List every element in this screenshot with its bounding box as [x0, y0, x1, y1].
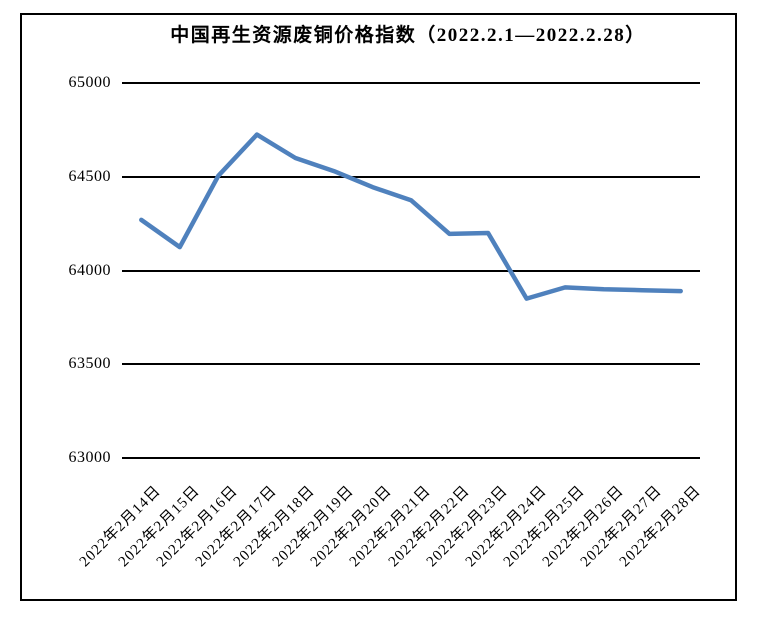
gridline: [122, 363, 700, 366]
gridline: [122, 457, 700, 459]
gridline: [122, 82, 700, 84]
chart-border-frame: [20, 13, 737, 601]
y-axis-tick-label: 63000: [68, 449, 111, 466]
y-axis-tick-label: 63500: [68, 355, 111, 373]
y-axis-tick-label: 64000: [68, 261, 111, 279]
gridline: [122, 269, 700, 272]
gridline: [122, 175, 700, 178]
y-axis-tick-label: 64500: [68, 167, 111, 185]
chart-title: 中国再生资源废铜价格指数（2022.2.1—2022.2.28）: [170, 25, 646, 46]
y-axis-tick-label: 65000: [68, 74, 111, 91]
